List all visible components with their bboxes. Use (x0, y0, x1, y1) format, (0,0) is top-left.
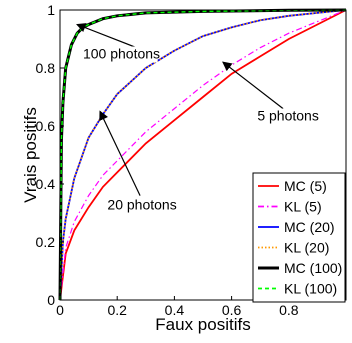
x-tick-label: 0 (56, 302, 64, 318)
annotation-arrow (99, 110, 141, 196)
annotation-label: 20 photons (107, 197, 176, 213)
annotation-bg (106, 197, 179, 214)
y-tick-label: 0.6 (36, 118, 56, 134)
y-tick-label: 0 (47, 292, 55, 308)
legend-label: KL (20) (284, 240, 329, 256)
legend-label: KL (100) (284, 281, 337, 297)
annotation-label: 5 photons (257, 108, 319, 124)
legend-label: MC (100) (284, 260, 342, 276)
series-line-1 (59, 9, 347, 301)
series-line-0 (59, 9, 347, 301)
x-tick-label: 0.4 (165, 302, 185, 318)
y-tick-label: 0.2 (36, 234, 56, 250)
annotation-label: 100 photons (83, 46, 160, 62)
legend-label: MC (5) (284, 178, 327, 194)
legend-label: KL (5) (284, 199, 322, 215)
legend-box (252, 172, 346, 303)
annotation-bg (85, 46, 158, 63)
legend-label: MC (20) (284, 219, 335, 235)
y-axis-label: Vrais positifs (21, 107, 40, 203)
x-tick-label: 0.2 (107, 302, 127, 318)
y-tick-label: 1 (47, 2, 55, 18)
y-tick-label: 0.8 (36, 60, 56, 76)
x-tick-label: 0.8 (279, 302, 299, 318)
series-line-3 (59, 9, 347, 301)
annotation-arrow (222, 61, 284, 110)
x-axis-label: Faux positifs (155, 315, 250, 334)
annotation-bg (252, 108, 325, 125)
x-tick-label: 0.6 (222, 302, 242, 318)
legend: MC (5) KL (5) MC (20) KL (20) MC (100) KL (10… (252, 172, 346, 303)
plot-frame (59, 9, 347, 301)
y-tick-label: 0.4 (36, 176, 56, 192)
